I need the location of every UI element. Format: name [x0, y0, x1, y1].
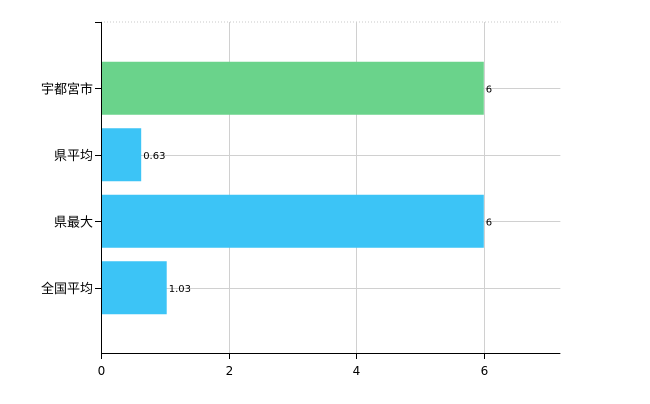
data-label-2: 6: [486, 217, 492, 228]
data-label-3: 1.03: [169, 284, 191, 295]
bar-3: [101, 261, 167, 315]
x-tick-label-4: 4: [353, 364, 361, 378]
category-label-0: 宇都宮市: [41, 81, 93, 97]
bar-2: [101, 194, 484, 248]
data-label-1: 0.63: [143, 151, 165, 162]
label-layer: 6 宇都宮市 0.63 県平均 6 県最大 1.03 全国平均 0 2 4 6: [41, 81, 492, 378]
x-tick-label-2: 2: [226, 364, 234, 378]
category-label-1: 県平均: [54, 149, 93, 164]
data-label-0: 6: [486, 84, 492, 95]
axis-layer: [95, 22, 561, 359]
bar-layer: [101, 61, 484, 315]
x-tick-label-6: 6: [481, 364, 489, 378]
category-label-3: 全国平均: [41, 281, 93, 297]
category-label-2: 県最大: [54, 215, 93, 230]
x-tick-label-0: 0: [98, 364, 106, 378]
bar-1: [101, 128, 142, 182]
bar-0: [101, 61, 484, 115]
